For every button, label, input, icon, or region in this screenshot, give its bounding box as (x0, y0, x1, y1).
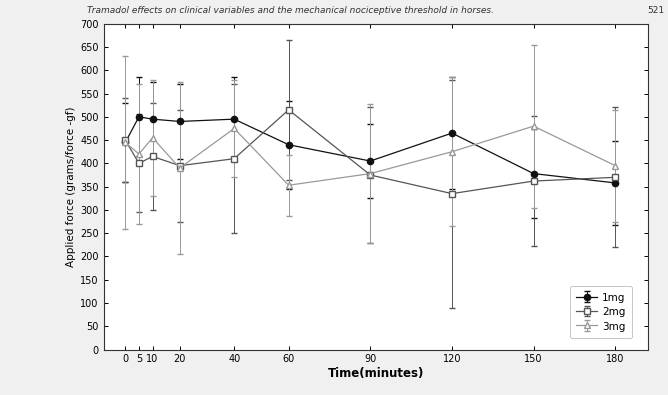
Legend: 1mg, 2mg, 3mg: 1mg, 2mg, 3mg (570, 286, 632, 338)
Text: Tramadol effects on clinical variables and the mechanical nociceptive threshold : Tramadol effects on clinical variables a… (87, 6, 494, 15)
X-axis label: Time(minutes): Time(minutes) (327, 367, 424, 380)
Text: 521: 521 (647, 6, 665, 15)
Y-axis label: Applied force (grams/force -gf): Applied force (grams/force -gf) (66, 106, 76, 267)
